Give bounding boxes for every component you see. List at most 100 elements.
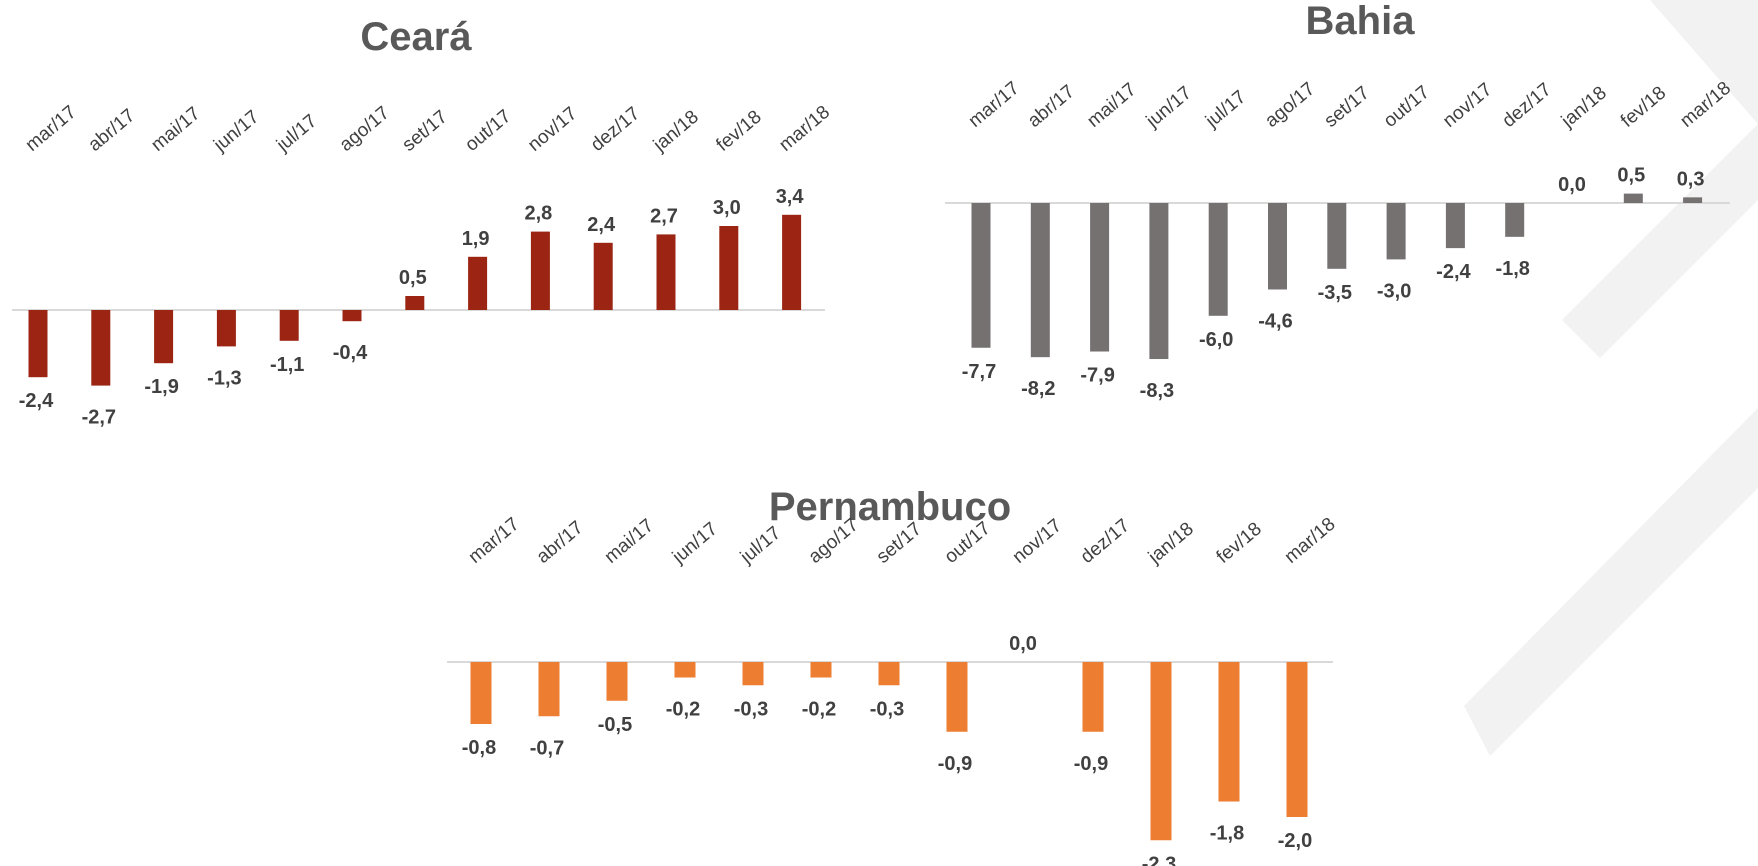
data-label: -1,8 — [1210, 823, 1244, 845]
bar — [971, 203, 991, 348]
data-label: -2,7 — [82, 407, 116, 429]
x-tick-label: set/17 — [1321, 82, 1374, 131]
chart-ceara: Ceará mar/17 -2,4 abr/17 -2,7 mai/17 -1,9 jun/1… — [12, 15, 834, 429]
x-tick-label: abr/17 — [85, 105, 140, 156]
x-tick-label: mai/17 — [601, 515, 658, 568]
x-tick-label: dez/17 — [1498, 79, 1555, 132]
data-label: -0,9 — [1074, 753, 1108, 775]
x-tick-label: jan/18 — [1144, 518, 1198, 568]
background-stripe-lower — [1464, 408, 1758, 756]
x-tick-label: fev/18 — [1617, 82, 1670, 131]
data-label: 0,0 — [1558, 174, 1586, 196]
data-label: -1,1 — [270, 354, 304, 376]
bar — [1149, 203, 1169, 360]
data-label: -0,3 — [870, 698, 904, 720]
bar — [1683, 197, 1703, 203]
data-label: -2,3 — [1142, 853, 1176, 866]
bar — [1150, 662, 1172, 841]
x-tick-label: mar/17 — [465, 514, 524, 568]
bar — [810, 662, 832, 678]
data-label: -2,4 — [1436, 261, 1471, 283]
data-label: -3,0 — [1377, 280, 1411, 302]
data-label: 0,3 — [1677, 168, 1705, 190]
x-tick-label: fev/18 — [713, 106, 766, 155]
bar — [656, 234, 676, 310]
bar — [530, 231, 550, 310]
chart-title: Bahia — [1306, 0, 1416, 43]
x-tick-label: nov/17 — [1009, 515, 1066, 568]
data-label: -0,3 — [734, 698, 768, 720]
bar — [1327, 203, 1347, 269]
x-tick-label: jul/17 — [736, 523, 785, 569]
data-label: -2,4 — [19, 390, 54, 412]
x-tick-label: jan/18 — [1557, 82, 1611, 132]
bar — [1030, 203, 1050, 358]
x-tick-label: mar/17 — [965, 78, 1024, 132]
bar — [878, 662, 900, 686]
x-tick-label: ago/17 — [1261, 78, 1319, 131]
bar — [742, 662, 764, 686]
data-label: -2,0 — [1278, 830, 1312, 852]
bar — [1623, 193, 1643, 203]
x-tick-label: ago/17 — [336, 102, 394, 155]
data-label: 1,9 — [462, 228, 490, 250]
data-label: -0,2 — [666, 699, 700, 721]
data-label: 0,0 — [1009, 633, 1037, 655]
x-tick-label: dez/17 — [587, 103, 644, 156]
x-tick-label: mai/17 — [1083, 79, 1140, 132]
data-label: -0,7 — [530, 737, 564, 759]
data-label: -7,7 — [962, 361, 996, 383]
x-tick-label: nov/17 — [1439, 79, 1496, 132]
bar — [91, 310, 111, 386]
bar — [470, 662, 492, 724]
x-tick-label: mar/18 — [775, 102, 834, 156]
data-label: -0,9 — [938, 753, 972, 775]
x-tick-label: out/17 — [1380, 82, 1434, 132]
data-label: -1,8 — [1495, 258, 1529, 280]
data-label: -6,0 — [1199, 329, 1233, 351]
bar — [468, 256, 488, 310]
bar — [782, 214, 802, 310]
data-label: -3,5 — [1318, 282, 1352, 304]
data-label: -8,3 — [1140, 380, 1174, 402]
data-label: -0,2 — [802, 699, 836, 721]
data-label: 0,5 — [1617, 165, 1645, 187]
bar — [538, 662, 560, 717]
chart-pernambuco: Pernambuco mar/17 -0,8 abr/17 -0,7 mai/17 -0,5… — [447, 485, 1340, 866]
x-tick-label: mar/17 — [22, 102, 81, 156]
data-label: 2,7 — [650, 205, 678, 227]
data-label: -1,9 — [144, 376, 178, 398]
bar — [1208, 203, 1228, 316]
background-stripe-upper — [1562, 0, 1758, 358]
data-label: -0,4 — [333, 342, 368, 364]
x-tick-label: jun/17 — [668, 518, 722, 568]
data-label: -0,5 — [598, 714, 632, 736]
bar — [405, 296, 425, 310]
x-tick-label: abr/17 — [533, 517, 588, 568]
bar — [593, 242, 613, 310]
x-tick-label: jun/17 — [209, 106, 263, 156]
bar — [946, 662, 968, 732]
bar — [279, 310, 299, 341]
bar — [1505, 203, 1525, 237]
data-label: -0,8 — [462, 737, 496, 759]
x-tick-label: fev/18 — [1213, 518, 1266, 567]
data-label: -8,2 — [1021, 378, 1055, 400]
bar — [1268, 203, 1287, 290]
bar — [1082, 662, 1104, 732]
bar — [1386, 203, 1406, 260]
bar — [1218, 662, 1240, 802]
x-tick-label: jul/17 — [1201, 87, 1250, 133]
bar — [154, 310, 174, 364]
bar — [719, 226, 739, 310]
x-tick-label: set/17 — [399, 106, 452, 155]
x-tick-label: nov/17 — [524, 103, 581, 156]
data-label: -7,9 — [1080, 365, 1114, 387]
x-tick-label: mai/17 — [147, 103, 204, 156]
data-label: 2,4 — [587, 214, 616, 236]
bar — [1445, 203, 1465, 249]
data-label: -1,3 — [207, 367, 241, 389]
data-label: 0,5 — [399, 267, 427, 289]
chart-title: Ceará — [360, 15, 472, 59]
